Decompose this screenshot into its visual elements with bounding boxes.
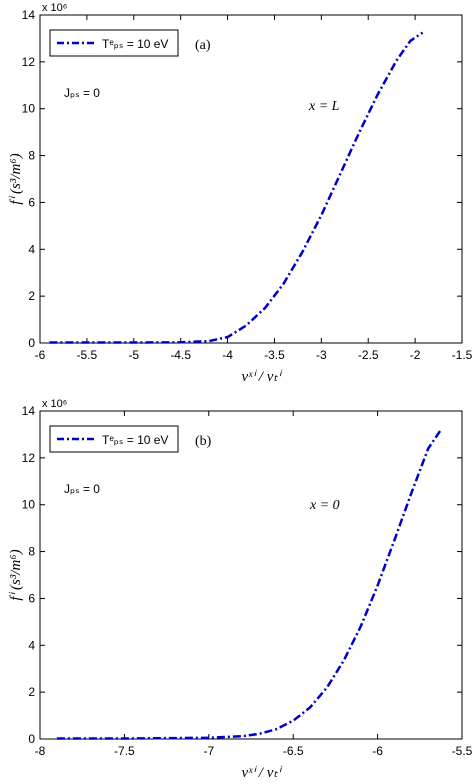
x-tick-label: -5.5 xyxy=(77,348,98,362)
y-tick-label: 12 xyxy=(22,55,36,69)
axis-exponent-label: x 10⁶ xyxy=(42,2,67,14)
annotation-position: x = 0 xyxy=(309,498,340,513)
x-tick-label: -2 xyxy=(410,348,421,362)
axis-exponent-label: x 10⁶ xyxy=(42,398,67,410)
series-line-1 xyxy=(49,31,424,344)
plot-area xyxy=(39,410,463,740)
x-tick-label: -3.5 xyxy=(264,348,285,362)
x-tick-label: -6.5 xyxy=(283,744,304,758)
legend-box xyxy=(49,29,179,57)
x-tick-label: -4 xyxy=(222,348,233,362)
annotation-jps: Jₚₛ = 0 xyxy=(64,482,100,496)
y-tick-label: 6 xyxy=(28,195,35,209)
series-line-1 xyxy=(56,427,443,740)
x-tick-label: -7 xyxy=(203,744,214,758)
legend: Tᵉₚₛ = 10 eV xyxy=(49,425,179,453)
y-tick-label: 2 xyxy=(28,289,35,303)
panel-label: (a) xyxy=(195,38,211,53)
y-tick-label: 8 xyxy=(28,545,35,559)
x-tick-label: -8 xyxy=(35,744,46,758)
y-tick-label: 2 xyxy=(28,685,35,699)
plot-area xyxy=(39,14,463,344)
y-axis-label: fⁱ (s³/m⁶) xyxy=(8,549,24,600)
x-axis-label: vˣⁱ / vₜⁱ xyxy=(241,765,282,781)
y-tick-label: 12 xyxy=(22,451,36,465)
y-tick-label: 14 xyxy=(22,404,36,418)
y-tick-label: 14 xyxy=(22,8,36,22)
legend-entry: Tᵉₚₛ = 10 eV xyxy=(102,37,168,51)
y-tick-label: 8 xyxy=(28,149,35,163)
y-tick-label: 0 xyxy=(28,336,35,350)
x-axis-label: vˣⁱ / vₜⁱ xyxy=(241,369,282,385)
x-tick-label: -7.5 xyxy=(114,744,135,758)
y-tick-label: 10 xyxy=(22,498,36,512)
panel-label: (b) xyxy=(195,434,212,449)
chart-panel-2: -8 -7.5 -7 -6.5 -6 -5.5 0 2 4 6 8 10 12 14 x 10⁶ vˣⁱ / … xyxy=(8,398,473,781)
legend-box xyxy=(49,425,179,453)
x-tick-label: -6 xyxy=(35,348,46,362)
x-tick-label: -4.5 xyxy=(170,348,191,362)
y-axis-label: fⁱ (s³/m⁶) xyxy=(8,153,24,204)
y-tick-label: 6 xyxy=(28,591,35,605)
y-tick-label: 0 xyxy=(28,732,35,746)
chart-panel-1: -6 -5.5 -5 -4.5 -4 -3.5 -3 -2.5 -2 -1.5 0 2 4 6 8 10 12 1… xyxy=(8,2,473,385)
x-tick-label: -5 xyxy=(128,348,139,362)
legend-entry: Tᵉₚₛ = 10 eV xyxy=(102,433,168,447)
legend: Tᵉₚₛ = 10 eV xyxy=(49,29,179,57)
x-tick-label: -2.5 xyxy=(358,348,379,362)
x-tick-label: -1.5 xyxy=(452,348,473,362)
annotation-jps: Jₚₛ = 0 xyxy=(64,86,100,100)
x-tick-label: -3 xyxy=(316,348,327,362)
y-tick-label: 4 xyxy=(28,638,35,652)
x-tick-label: -6 xyxy=(372,744,383,758)
y-tick-label: 4 xyxy=(28,242,35,256)
y-tick-label: 10 xyxy=(22,102,36,116)
annotation-position: x = L xyxy=(308,99,340,114)
x-tick-label: -5.5 xyxy=(452,744,473,758)
